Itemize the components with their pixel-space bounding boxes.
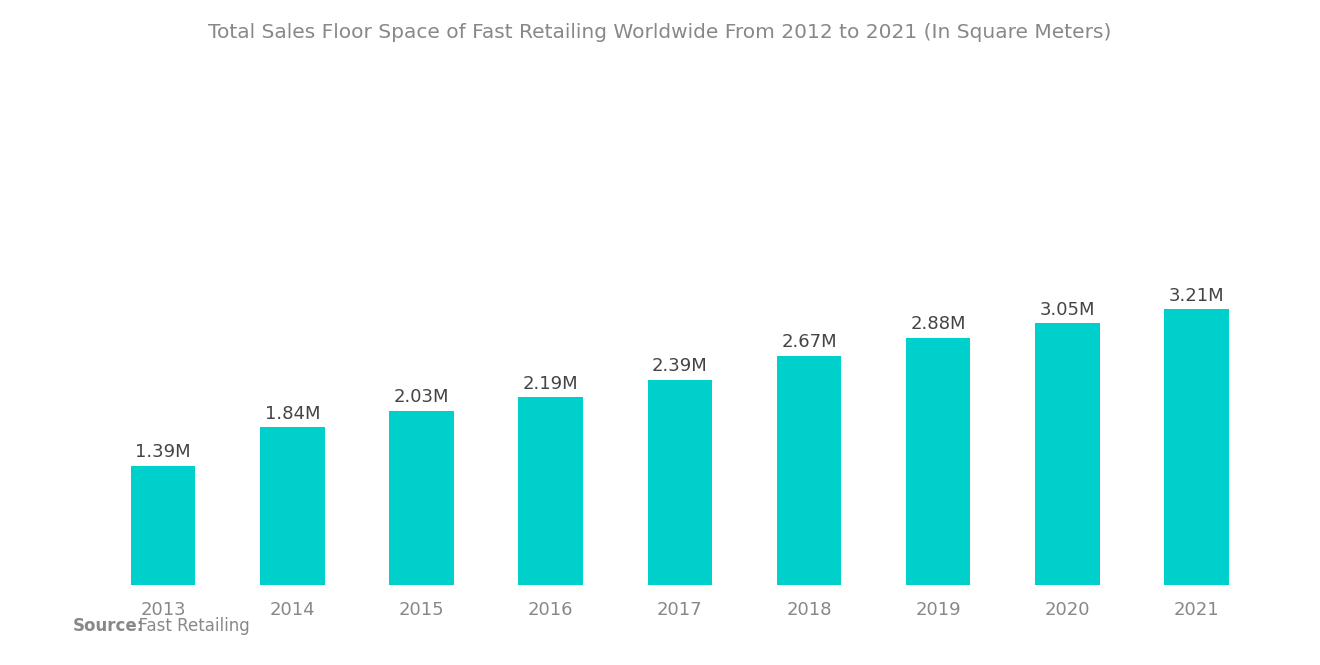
Bar (389, 411, 454, 585)
Bar (648, 380, 711, 585)
Bar (131, 465, 195, 585)
Text: 2.19M: 2.19M (523, 374, 578, 392)
Bar (906, 338, 970, 585)
Text: 2.88M: 2.88M (911, 315, 966, 333)
Text: 2.39M: 2.39M (652, 357, 708, 375)
Bar (260, 427, 325, 585)
Text: Total Sales Floor Space of Fast Retailing Worldwide From 2012 to 2021 (In Square: Total Sales Floor Space of Fast Retailin… (209, 23, 1111, 43)
Bar (1164, 309, 1229, 585)
Text: Source:: Source: (73, 617, 144, 635)
Bar (519, 397, 583, 585)
Text: Fast Retailing: Fast Retailing (128, 617, 249, 635)
Text: 2.67M: 2.67M (781, 333, 837, 351)
Bar (776, 356, 841, 585)
Text: 1.84M: 1.84M (264, 405, 319, 423)
Text: 1.39M: 1.39M (136, 444, 191, 462)
Bar (1035, 323, 1100, 585)
Text: 3.21M: 3.21M (1168, 287, 1224, 305)
Text: 3.05M: 3.05M (1040, 301, 1096, 319)
Text: 2.03M: 2.03M (393, 388, 449, 406)
